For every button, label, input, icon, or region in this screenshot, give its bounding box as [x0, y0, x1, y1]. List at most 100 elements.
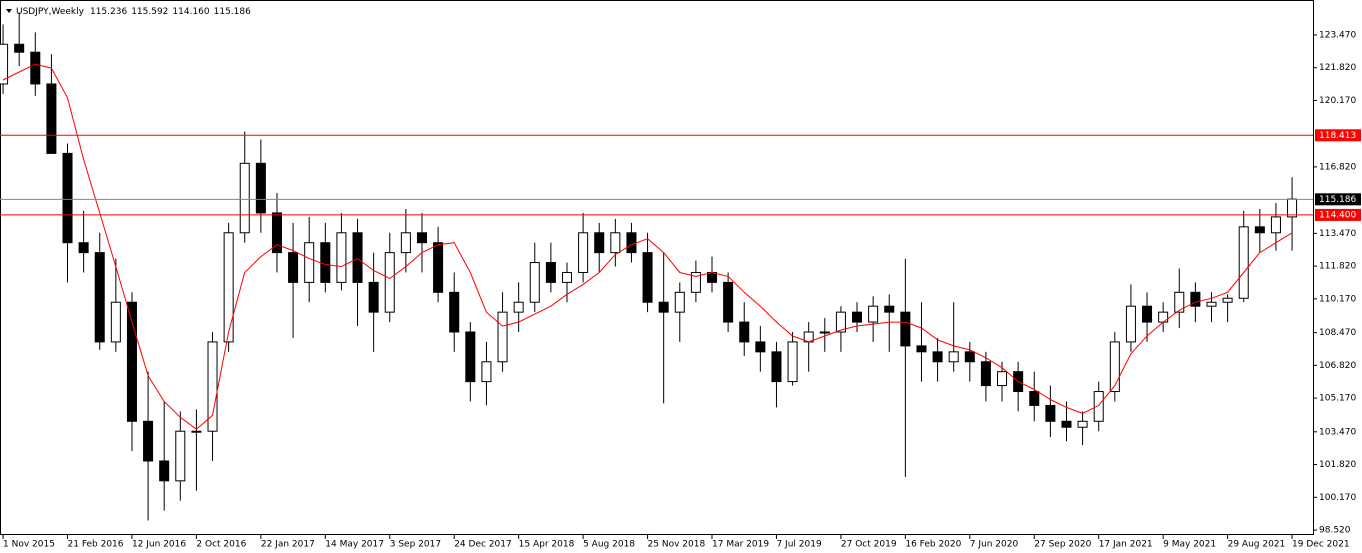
y-tick-label: 105.170	[1319, 394, 1356, 404]
symbol: USDJPY,Weekly	[16, 7, 85, 17]
candle-body	[868, 305, 879, 323]
candle-body	[368, 281, 379, 313]
candle-body	[1190, 291, 1201, 307]
price-label-box	[1315, 129, 1361, 142]
candle-body	[255, 162, 266, 214]
header-open: 115.236	[90, 7, 127, 17]
candle-body	[1045, 404, 1056, 422]
y-tick-label: 106.820	[1319, 361, 1356, 371]
y-tick-label: 98.520	[1319, 526, 1351, 536]
candle-body	[175, 430, 186, 482]
x-tick-label: 5 Aug 2018	[583, 540, 635, 550]
candle-body	[449, 291, 460, 333]
candle-body	[964, 351, 975, 363]
chart-header: USDJPY,Weekly 115.236 115.592 114.160 115.18…	[16, 7, 251, 17]
y-tick-label: 116.820	[1319, 162, 1356, 172]
x-tick-label: 19 Dec 2021	[1292, 540, 1350, 550]
moving-average	[2, 63, 1293, 430]
price-label: 114.400	[1319, 210, 1356, 220]
candle-body	[690, 271, 701, 293]
x-tick-label: 2 Oct 2016	[196, 540, 246, 550]
candles	[0, 12, 1298, 521]
candle-body	[384, 252, 395, 313]
candle-body	[948, 351, 959, 363]
x-tick-label: 12 Jun 2016	[132, 540, 186, 550]
candle-body	[1125, 305, 1136, 343]
candle-body	[1270, 216, 1281, 234]
candle-body	[1158, 311, 1169, 323]
header-low: 114.160	[172, 7, 209, 17]
x-tick-label: 21 Feb 2016	[68, 540, 124, 550]
candle-body	[271, 212, 282, 254]
candle-body	[0, 43, 9, 85]
y-tick-label: 110.170	[1319, 294, 1356, 304]
candle-body	[642, 252, 653, 303]
y-tick-label: 111.820	[1319, 262, 1356, 272]
candle-body	[159, 460, 170, 482]
candle-body	[674, 291, 685, 313]
x-tick-label: 27 Sep 2020	[1034, 540, 1091, 550]
candle-body	[14, 43, 25, 53]
candle-body	[400, 232, 411, 254]
candle-body	[561, 271, 573, 283]
candle-body	[46, 83, 57, 154]
price-label: 115.186	[1319, 195, 1356, 205]
candle-body	[578, 232, 589, 273]
candle-body	[1287, 198, 1298, 218]
candle-body	[320, 242, 331, 283]
price-label-box	[1315, 208, 1361, 221]
candle-body	[739, 321, 750, 343]
x-tick-label: 9 May 2021	[1163, 540, 1216, 550]
y-tick-label: 123.470	[1319, 30, 1356, 40]
candle-body	[191, 430, 202, 433]
candle-body	[1142, 305, 1153, 323]
x-tick-label: 25 Nov 2018	[648, 540, 706, 550]
candle-body	[819, 331, 830, 334]
candle-body	[110, 301, 121, 343]
y-tick-label: 120.170	[1319, 96, 1356, 106]
x-tick-label: 22 Jan 2017	[261, 540, 315, 550]
candle-body	[481, 361, 492, 383]
menu-icon[interactable]	[6, 9, 12, 13]
candle-body	[980, 361, 991, 387]
candle-body	[143, 420, 154, 462]
candle-body	[207, 341, 218, 432]
x-tick-label: 14 May 2017	[325, 540, 384, 550]
candle-body	[94, 252, 105, 343]
candle-body	[884, 305, 895, 313]
candle-body	[932, 351, 943, 363]
candle-body	[30, 51, 41, 85]
candle-body	[1029, 391, 1040, 406]
price-label: 118.413	[1319, 131, 1356, 141]
x-tick-label: 1 Nov 2015	[3, 540, 55, 550]
price-label-box	[1315, 193, 1361, 206]
y-tick-label: 121.820	[1319, 63, 1356, 73]
plot-frame	[0, 0, 1314, 535]
candle-body	[513, 301, 524, 313]
candle-body	[529, 262, 540, 303]
candle-body	[1093, 391, 1104, 422]
candle-body	[126, 301, 137, 422]
x-tick-label: 27 Oct 2019	[841, 540, 897, 550]
candle-body	[997, 371, 1008, 387]
candle-body	[239, 162, 250, 234]
candle-body	[852, 311, 863, 323]
candle-body	[1109, 341, 1120, 393]
candle-body	[916, 345, 927, 353]
candle-body	[352, 232, 363, 283]
x-tick-label: 7 Jul 2019	[776, 540, 821, 550]
candle-body	[658, 301, 669, 313]
candle-body	[416, 232, 427, 244]
candle-body	[771, 351, 782, 383]
candle-body	[835, 311, 846, 333]
x-tick-label: 15 Apr 2018	[519, 540, 575, 550]
x-tick-label: 29 Aug 2021	[1228, 540, 1286, 550]
candle-body	[1206, 301, 1217, 307]
candle-body	[787, 341, 798, 383]
x-tick-label: 17 Mar 2019	[712, 540, 769, 550]
candle-body	[288, 252, 299, 283]
candle-body	[62, 152, 73, 244]
candle-body	[1174, 291, 1185, 313]
y-tick-label: 101.820	[1319, 460, 1356, 470]
